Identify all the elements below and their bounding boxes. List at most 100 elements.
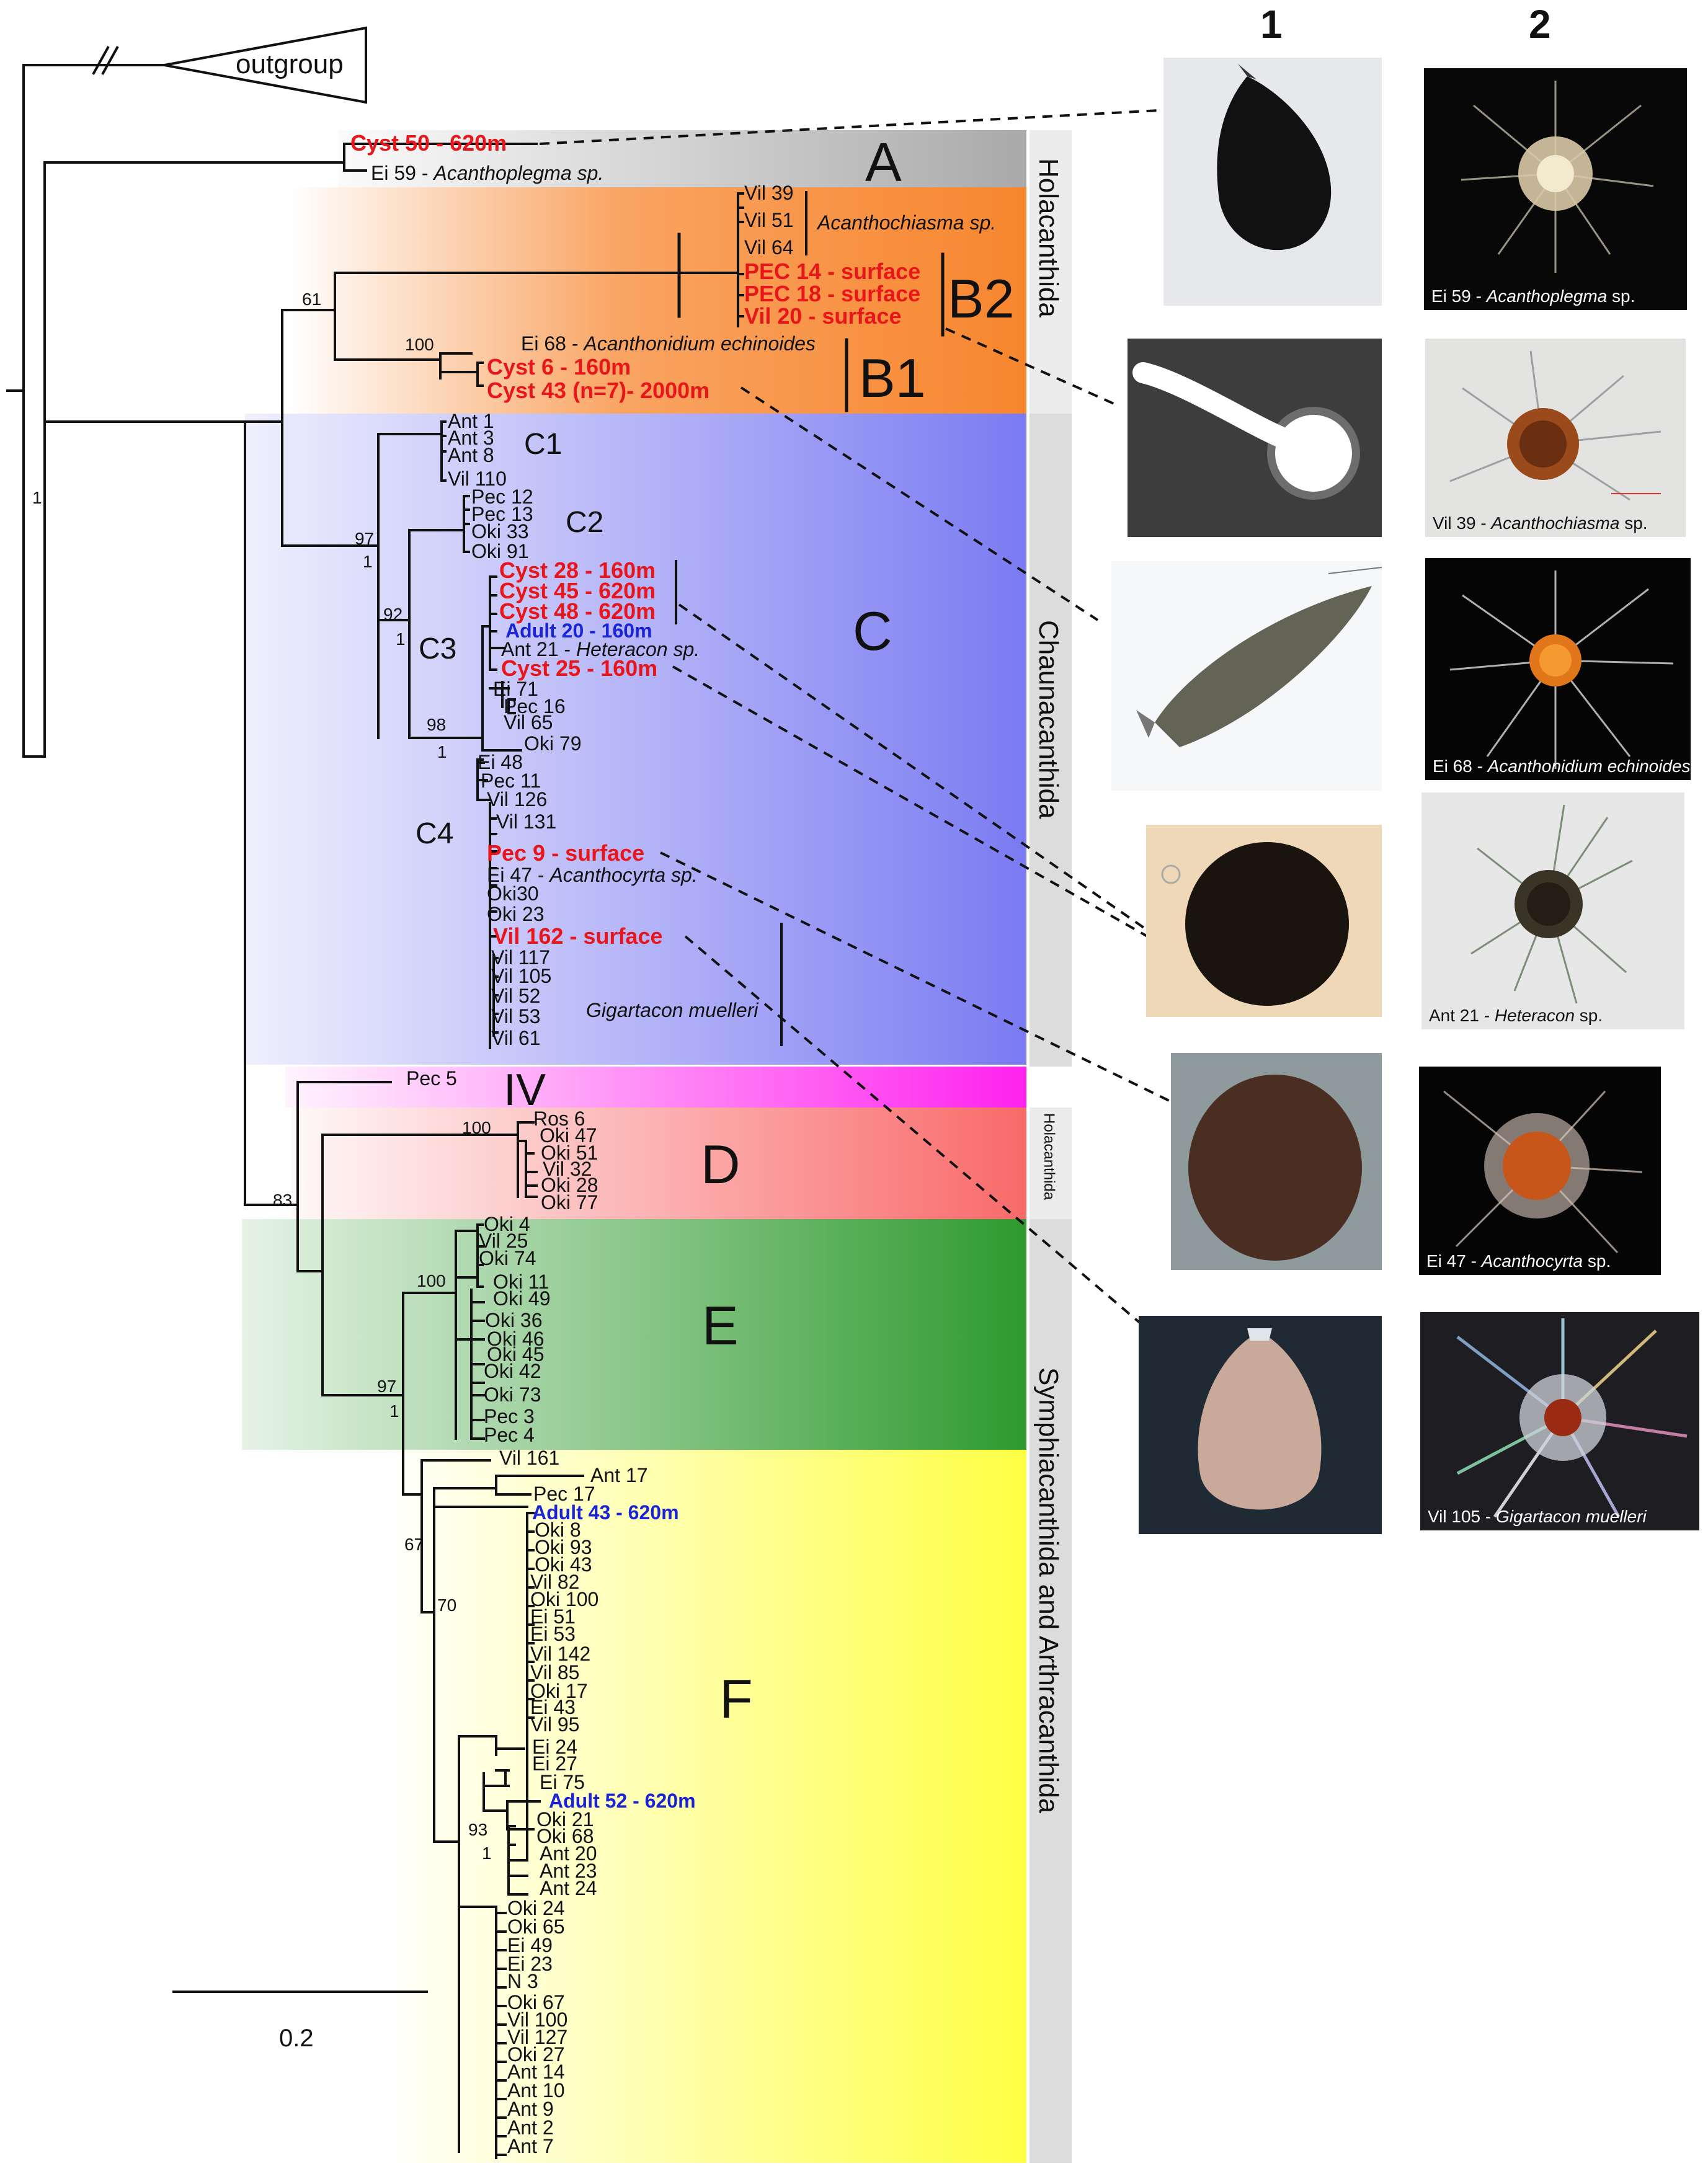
leaf-adult52: Adult 52 - 620m bbox=[549, 1790, 696, 1812]
clade-band-C bbox=[245, 414, 1026, 1065]
leaf-oki51: Oki 51 bbox=[541, 1142, 598, 1164]
order-label-chaunacanthida: Chaunacanthida bbox=[1033, 620, 1064, 819]
clade-label-C3: C3 bbox=[419, 632, 456, 665]
leaf-vil126: Vil 126 bbox=[487, 788, 547, 810]
leaf-pec14: PEC 14 - surface bbox=[744, 259, 920, 284]
support-value: 93 bbox=[468, 1820, 487, 1839]
clade-label-F: F bbox=[719, 1668, 753, 1729]
leaf-ros6: Ros 6 bbox=[533, 1107, 585, 1130]
cyst-photo-4 bbox=[1146, 825, 1382, 1017]
outgroup-label: outgroup bbox=[236, 49, 344, 79]
adult-photo-ei68: Ei 68 - Acanthonidium echinoides bbox=[1425, 558, 1691, 780]
leaf-adult20: Adult 20 - 160m bbox=[505, 619, 652, 642]
leaf-vil61: Vil 61 bbox=[491, 1027, 540, 1049]
leaf-ant20: Ant 20 bbox=[540, 1842, 597, 1865]
leaf-cyst50: Cyst 50 - 620m bbox=[350, 130, 507, 156]
leaf-vil105: Vil 105 bbox=[491, 965, 551, 987]
leaf-ant1: Ant 1 bbox=[448, 410, 494, 432]
clade-band-E bbox=[242, 1219, 1026, 1450]
column-header-2: 2 bbox=[1529, 2, 1551, 47]
leaf-oki47: Oki 47 bbox=[540, 1124, 597, 1147]
support-value: 100 bbox=[462, 1118, 491, 1137]
support-value: 70 bbox=[437, 1596, 456, 1615]
adult-photo-ei47: Ei 47 - Acanthocyrta sp. bbox=[1419, 1067, 1661, 1275]
leaf-oki74: Oki 74 bbox=[479, 1247, 536, 1269]
leaf-oki65: Oki 65 bbox=[507, 1915, 564, 1938]
leaf-oki45: Oki 45 bbox=[487, 1343, 544, 1365]
support-value: 92 bbox=[383, 605, 403, 624]
clade-band-A bbox=[338, 130, 1026, 187]
acantharian-image bbox=[1461, 81, 1654, 273]
clade-letters: A B2 B1 C1 C2 C C3 C4 IV D E F bbox=[416, 131, 1015, 1729]
acanthochiasma-label: Acanthochiasma sp. bbox=[816, 211, 996, 234]
leaf-oki91: Oki 91 bbox=[471, 540, 528, 562]
clade-label-C2: C2 bbox=[566, 506, 603, 539]
tree-branches bbox=[6, 64, 945, 2159]
leaf-n3: N 3 bbox=[507, 1970, 538, 1992]
outgroup: outgroup bbox=[92, 26, 367, 104]
leaf-ei68: Ei 68 - Acanthonidium echinoides bbox=[521, 332, 816, 355]
leaf-vil39: Vil 39 bbox=[744, 182, 793, 204]
support-value: 100 bbox=[417, 1271, 446, 1290]
order-bar-symphiacanthida bbox=[1030, 1219, 1072, 2163]
adult-photo-ant21: Ant 21 - Heteracon sp. bbox=[1421, 792, 1684, 1029]
order-bars bbox=[1030, 130, 1072, 2163]
order-bar-chaunacanthida bbox=[1030, 414, 1072, 1067]
clade-bands bbox=[242, 130, 1026, 2163]
cyst-image bbox=[1161, 842, 1349, 1006]
leaf-ant9: Ant 9 bbox=[507, 2098, 554, 2120]
leaf-pec5: Pec 5 bbox=[406, 1067, 457, 1090]
leaf-oki100: Oki 100 bbox=[530, 1588, 598, 1610]
support-value: 100 bbox=[405, 335, 434, 354]
leaf-pec18: PEC 18 - surface bbox=[744, 281, 920, 306]
leaf-vil117: Vil 117 bbox=[491, 946, 550, 969]
leaf-vil32: Vil 32 bbox=[543, 1158, 592, 1180]
leaf-cyst25: Cyst 25 - 160m bbox=[501, 655, 657, 681]
order-label-holacanthida: Holacanthida bbox=[1033, 158, 1064, 317]
leaf-vil53: Vil 53 bbox=[491, 1005, 540, 1028]
leaf-vil100: Vil 100 bbox=[507, 2008, 567, 2031]
leaf-oki27: Oki 27 bbox=[507, 2043, 564, 2066]
clade-label-C: C bbox=[853, 600, 892, 662]
leaf-ant17: Ant 17 bbox=[590, 1464, 648, 1486]
leaf-cyst43: Cyst 43 (n=7)- 2000m bbox=[487, 378, 709, 403]
photo-caption-ant21: Ant 21 - Heteracon sp. bbox=[1429, 1006, 1603, 1025]
leaf-cyst45: Cyst 45 - 620m bbox=[499, 578, 656, 603]
support-value: 1 bbox=[389, 1401, 399, 1421]
scale-bar-label: 0.2 bbox=[279, 2025, 314, 2052]
leaf-oki4: Oki 4 bbox=[484, 1213, 530, 1235]
leaf-ei48: Ei 48 bbox=[478, 751, 523, 773]
leaf-ei43: Ei 43 bbox=[530, 1696, 576, 1718]
support-value: 97 bbox=[355, 529, 374, 548]
leaf-ei59: Ei 59 - Acanthoplegma sp. bbox=[371, 162, 603, 184]
leaf-oki28: Oki 28 bbox=[541, 1174, 598, 1196]
clade-band-D bbox=[291, 1107, 1026, 1219]
clade-band-B1 bbox=[288, 336, 1026, 414]
leaf-oki46: Oki 46 bbox=[487, 1328, 544, 1350]
leaf-vil20: Vil 20 - surface bbox=[744, 303, 901, 329]
leaf-pec11: Pec 11 bbox=[481, 770, 541, 792]
cyst-image bbox=[1217, 64, 1332, 251]
scale-bar: 0.2 bbox=[172, 1991, 428, 2052]
leaf-ei53: Ei 53 bbox=[530, 1623, 576, 1645]
leaf-oki79: Oki 79 bbox=[524, 732, 581, 755]
leaf-pec4: Pec 4 bbox=[484, 1424, 535, 1446]
connector-lines bbox=[539, 109, 1170, 1325]
leaf-ant7: Ant 7 bbox=[507, 2135, 554, 2157]
support-value: 1 bbox=[363, 552, 373, 571]
leaf-vil110: Vil 110 bbox=[448, 468, 507, 490]
leaf-oki23: Oki 23 bbox=[487, 903, 544, 925]
leaf-oki77: Oki 77 bbox=[541, 1191, 598, 1214]
leaf-ei75: Ei 75 bbox=[540, 1771, 585, 1793]
adult-photo-vil105: Vil 105 - Gigartacon muelleri bbox=[1420, 1312, 1699, 1530]
leaf-vil25: Vil 25 bbox=[479, 1230, 528, 1252]
order-bar-holacanthida-small bbox=[1030, 1107, 1072, 1219]
cyst-photo-5 bbox=[1171, 1053, 1382, 1270]
support-value: 83 bbox=[273, 1191, 292, 1210]
leaf-adult43: Adult 43 - 620m bbox=[532, 1501, 679, 1524]
adult-photo-vil39: Vil 39 - Acanthochiasma sp. bbox=[1425, 339, 1686, 537]
leaf-vil64: Vil 64 bbox=[744, 236, 793, 259]
clade-band-F bbox=[397, 1450, 1026, 2163]
clade-label-B2: B2 bbox=[948, 268, 1015, 329]
cyst-photo-2 bbox=[1128, 339, 1382, 537]
